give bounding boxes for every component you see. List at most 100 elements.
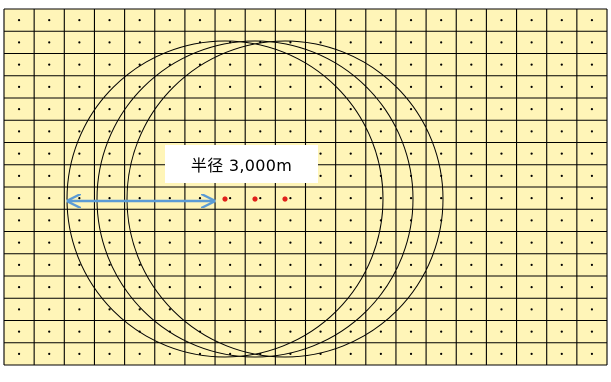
grid-dot bbox=[198, 219, 202, 222]
grid-dot bbox=[48, 130, 51, 133]
grid-dot bbox=[590, 85, 594, 88]
station-dot bbox=[252, 196, 258, 202]
grid-dot bbox=[108, 130, 111, 133]
grid-dot bbox=[560, 174, 563, 177]
grid-dot bbox=[78, 152, 81, 155]
grid-dot bbox=[198, 19, 202, 22]
grid-dot bbox=[198, 352, 202, 355]
grid-dot bbox=[78, 308, 81, 311]
grid-dot bbox=[138, 174, 141, 177]
grid-dot bbox=[379, 308, 382, 311]
grid-dot bbox=[198, 108, 202, 111]
grid-dot bbox=[259, 85, 262, 88]
grid-dot bbox=[409, 63, 413, 66]
grid-dot bbox=[500, 308, 503, 311]
grid-dot bbox=[379, 41, 382, 44]
grid-dot bbox=[319, 85, 322, 88]
grid-dot bbox=[17, 263, 21, 266]
grid-dot bbox=[138, 41, 141, 44]
grid-dot bbox=[470, 197, 473, 200]
grid-dot bbox=[349, 63, 352, 66]
grid-dot bbox=[48, 85, 51, 88]
grid-dot bbox=[229, 219, 232, 222]
grid-dot bbox=[168, 263, 171, 266]
grid-dot bbox=[590, 19, 594, 22]
grid-dot bbox=[440, 308, 443, 311]
grid-dot bbox=[17, 41, 21, 44]
grid-dot bbox=[560, 330, 563, 333]
grid-dot bbox=[349, 174, 352, 177]
grid-dot bbox=[319, 41, 322, 44]
grid-dot bbox=[500, 130, 503, 133]
grid-dot bbox=[289, 197, 292, 200]
grid-dot bbox=[500, 85, 503, 88]
grid-dot bbox=[108, 41, 111, 44]
grid-dot bbox=[198, 286, 202, 289]
grid-dot bbox=[440, 108, 443, 111]
grid-dot bbox=[440, 63, 443, 66]
grid-dot bbox=[590, 352, 594, 355]
grid-dot bbox=[108, 219, 111, 222]
grid-dot bbox=[349, 41, 352, 44]
grid-dot bbox=[168, 41, 171, 44]
grid-dot bbox=[229, 108, 232, 111]
grid-dot bbox=[590, 197, 594, 200]
station-dots bbox=[222, 196, 288, 202]
grid-dot bbox=[78, 286, 81, 289]
grid-dot bbox=[229, 352, 232, 355]
grid-dot bbox=[500, 174, 503, 177]
grid-dot bbox=[259, 330, 262, 333]
grid-dot bbox=[108, 330, 111, 333]
grid-dot bbox=[198, 197, 202, 200]
grid-dot bbox=[470, 41, 473, 44]
grid-dot bbox=[289, 241, 292, 244]
grid-dot bbox=[229, 197, 232, 200]
grid-dot bbox=[349, 130, 352, 133]
grid-dot bbox=[500, 330, 503, 333]
grid-dot bbox=[349, 197, 352, 200]
grid-dot bbox=[198, 308, 202, 311]
grid-dot bbox=[590, 241, 594, 244]
grid-dot bbox=[229, 308, 232, 311]
grid-dot bbox=[379, 197, 382, 200]
grid-dot bbox=[500, 352, 503, 355]
grid-dot bbox=[590, 263, 594, 266]
grid-dot bbox=[530, 130, 533, 133]
grid-dot bbox=[78, 19, 81, 22]
grid-dot bbox=[560, 219, 563, 222]
grid-dot bbox=[48, 286, 51, 289]
grid-dot bbox=[108, 85, 111, 88]
grid-dot bbox=[470, 241, 473, 244]
grid-dot bbox=[530, 241, 533, 244]
grid-dot bbox=[168, 308, 171, 311]
grid-dot bbox=[108, 197, 111, 200]
grid-dot bbox=[319, 219, 322, 222]
grid-dot bbox=[500, 219, 503, 222]
grid-dot bbox=[440, 130, 443, 133]
grid-dot bbox=[560, 152, 563, 155]
grid-dot bbox=[289, 19, 292, 22]
grid-dot bbox=[409, 263, 413, 266]
grid-dot bbox=[48, 330, 51, 333]
grid-dot bbox=[108, 174, 111, 177]
radius-label-text: 半径 3,000m bbox=[190, 156, 293, 175]
grid-dot bbox=[500, 108, 503, 111]
grid-dot bbox=[440, 352, 443, 355]
grid-dot bbox=[530, 152, 533, 155]
grid-dot bbox=[259, 63, 262, 66]
grid-dot bbox=[440, 152, 443, 155]
grid-dot bbox=[78, 219, 81, 222]
grid-dot bbox=[560, 352, 563, 355]
grid-dot bbox=[349, 219, 352, 222]
grid-lines bbox=[3, 8, 608, 366]
grid-dot bbox=[379, 330, 382, 333]
grid-dot bbox=[289, 85, 292, 88]
grid-dot bbox=[349, 108, 352, 111]
grid-dot bbox=[289, 108, 292, 111]
grid-dot bbox=[560, 108, 563, 111]
grid-dot bbox=[409, 152, 413, 155]
grid-dot bbox=[138, 85, 141, 88]
grid-dot bbox=[590, 108, 594, 111]
grid-dot bbox=[349, 352, 352, 355]
